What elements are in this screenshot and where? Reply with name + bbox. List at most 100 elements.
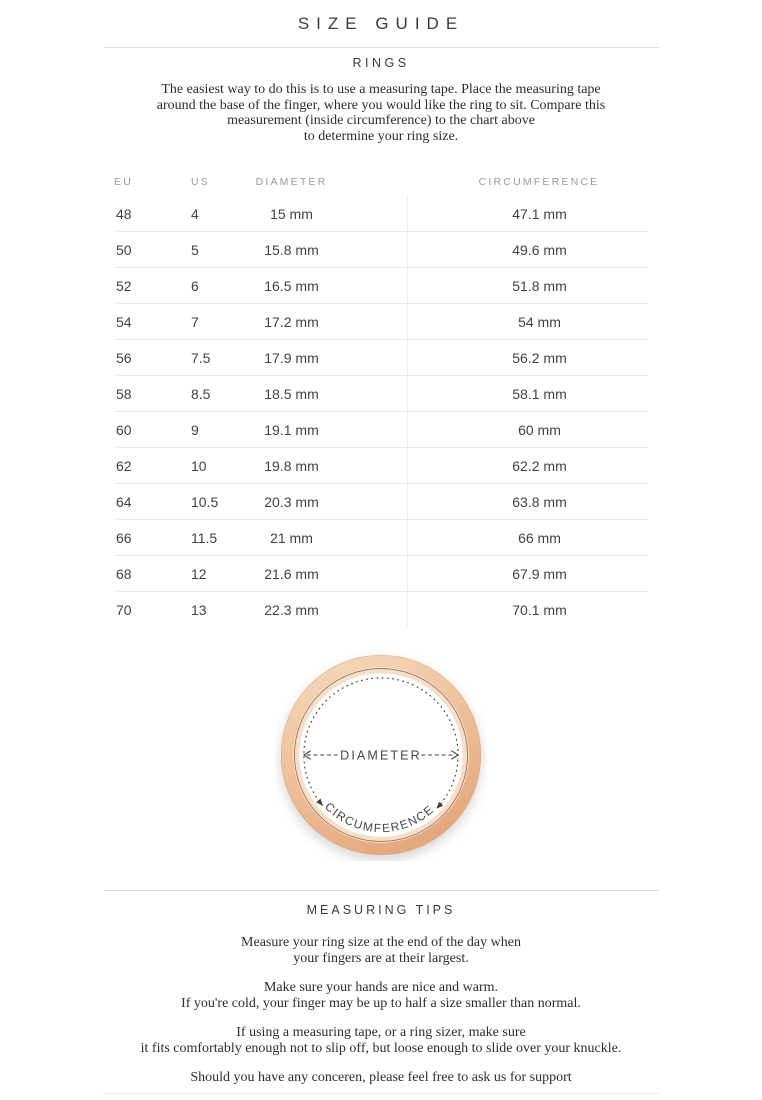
tip-line: If you're cold, your finger may be up to… [181, 995, 581, 1011]
cell-diameter: 22.3 mm [264, 601, 319, 618]
column-header-eu: EU [114, 176, 133, 188]
cell-spacer [344, 268, 407, 303]
measuring-tips-heading: MEASURING TIPS [306, 903, 456, 917]
cell-eu: 62 [116, 457, 132, 474]
cell-eu: 60 [116, 421, 132, 438]
cell-diameter: 17.2 mm [264, 313, 319, 330]
cell-diameter: 15.8 mm [264, 241, 319, 258]
table-row: 60 9 19.1 mm 60 mm [114, 412, 648, 448]
rings-heading: RINGS [352, 56, 410, 70]
intro-line: measurement (inside circumference) to th… [227, 113, 535, 128]
cell-circumference: 60 mm [407, 412, 648, 447]
tip-line: Should you have any conceren, please fee… [190, 1070, 572, 1085]
circumference-arc [303, 677, 459, 809]
cell-us: 10 [191, 457, 207, 474]
cell-diameter: 15 mm [270, 205, 313, 222]
tip-line: it fits comfortably enough not to slip o… [140, 1040, 622, 1056]
cell-us: 4 [191, 205, 199, 222]
cell-us: 6 [191, 277, 199, 294]
cell-diameter: 19.8 mm [264, 457, 319, 474]
cell-diameter: 20.3 mm [264, 493, 319, 510]
cell-spacer [344, 556, 407, 591]
table-row: 48 4 15 mm 47.1 mm [114, 196, 648, 232]
tip-paragraph: If using a measuring tape, or a ring siz… [0, 1025, 762, 1056]
intro-line: around the base of the finger, where you… [156, 97, 606, 113]
tip-paragraph: Should you have any conceren, please fee… [0, 1070, 762, 1086]
table-row: 68 12 21.6 mm 67.9 mm [114, 556, 648, 592]
cell-spacer [344, 232, 407, 267]
table-row: 58 8.5 18.5 mm 58.1 mm [114, 376, 648, 412]
cell-circumference: 49.6 mm [407, 232, 648, 267]
table-row: 56 7.5 17.9 mm 56.2 mm [114, 340, 648, 376]
cell-diameter: 21 mm [270, 529, 313, 546]
cell-eu: 54 [116, 313, 132, 330]
ring-diagram-svg: DIAMETER CIRCUMFERENCE [280, 654, 482, 856]
cell-spacer [344, 340, 407, 375]
cell-circumference: 70.1 mm [407, 592, 648, 627]
table-body: 48 4 15 mm 47.1 mm 50 5 15.8 mm 49.6 mm … [114, 196, 648, 627]
cell-circumference: 67.9 mm [407, 556, 648, 591]
table-row: 66 11.5 21 mm 66 mm [114, 520, 648, 556]
ring-band [280, 654, 482, 856]
tip-paragraph: Measure your ring size at the end of the… [0, 935, 762, 966]
tip-line: Make sure your hands are nice and warm. [263, 980, 499, 995]
cell-spacer [344, 196, 407, 231]
cell-us: 7.5 [191, 349, 211, 366]
cell-us: 11.5 [191, 529, 218, 546]
cell-eu: 48 [116, 205, 132, 222]
table-row: 52 6 16.5 mm 51.8 mm [114, 268, 648, 304]
column-header-us: US [191, 176, 210, 188]
cell-eu: 70 [116, 601, 132, 618]
cell-circumference: 47.1 mm [407, 196, 648, 231]
cell-eu: 50 [116, 241, 132, 258]
divider [103, 890, 659, 891]
tip-line: Measure your ring size at the end of the… [241, 935, 521, 950]
cell-spacer [344, 592, 407, 627]
cell-us: 12 [191, 565, 207, 582]
column-header-circumference: CIRCUMFERENCE [478, 176, 600, 188]
tip-line: If using a measuring tape, or a ring siz… [236, 1025, 526, 1040]
cell-eu: 68 [116, 565, 132, 582]
diameter-label: DIAMETER [340, 748, 422, 762]
cell-circumference: 56.2 mm [407, 340, 648, 375]
arc-arrow-left [316, 798, 323, 806]
cell-circumference: 54 mm [407, 304, 648, 339]
tip-line: your fingers are at their largest. [293, 950, 469, 966]
cell-circumference: 62.2 mm [407, 448, 648, 483]
cell-circumference: 51.8 mm [407, 268, 648, 303]
diameter-arrow-right [451, 750, 460, 760]
column-header-diameter: DIAMETER [255, 176, 328, 188]
tip-paragraph: Make sure your hands are nice and warm. … [0, 980, 762, 1011]
cell-circumference: 63.8 mm [407, 484, 648, 519]
cell-us: 7 [191, 313, 199, 330]
cell-eu: 64 [116, 493, 132, 510]
cell-circumference: 58.1 mm [407, 376, 648, 411]
cell-eu: 56 [116, 349, 132, 366]
cell-eu: 58 [116, 385, 132, 402]
cell-eu: 52 [116, 277, 132, 294]
ring-diagram: DIAMETER CIRCUMFERENCE [0, 649, 762, 861]
cell-diameter: 18.5 mm [264, 385, 319, 402]
cell-us: 8.5 [191, 385, 211, 402]
cell-eu: 66 [116, 529, 132, 546]
diameter-arrow-left [302, 750, 311, 760]
measuring-tips-text: Measure your ring size at the end of the… [0, 935, 762, 1086]
cell-us: 13 [191, 601, 207, 618]
cell-us: 10.5 [191, 493, 219, 510]
cell-spacer [344, 376, 407, 411]
cell-spacer [344, 304, 407, 339]
table-row: 54 7 17.2 mm 54 mm [114, 304, 648, 340]
cell-spacer [344, 448, 407, 483]
cell-us: 9 [191, 421, 199, 438]
divider [103, 47, 659, 48]
divider [103, 1093, 659, 1094]
cell-spacer [344, 412, 407, 447]
ring-size-table: EU US DIAMETER CIRCUMFERENCE 48 4 15 mm … [114, 168, 648, 627]
table-header-row: EU US DIAMETER CIRCUMFERENCE [114, 168, 648, 196]
intro-text: The easiest way to do this is to use a m… [0, 82, 762, 144]
intro-line: The easiest way to do this is to use a m… [161, 82, 601, 97]
cell-diameter: 21.6 mm [264, 565, 319, 582]
cell-diameter: 16.5 mm [264, 277, 319, 294]
table-row: 50 5 15.8 mm 49.6 mm [114, 232, 648, 268]
